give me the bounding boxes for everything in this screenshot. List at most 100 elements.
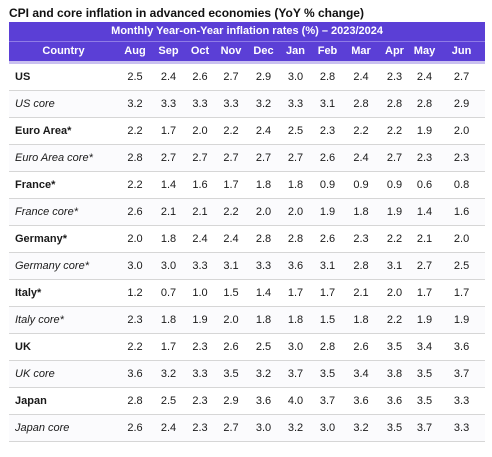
table-cell: 2.2	[118, 333, 152, 361]
table-cell: 2.5	[438, 252, 486, 280]
table-cell: 2.6	[215, 333, 247, 361]
table-cell: 2.1	[152, 198, 185, 226]
table-cell: 3.3	[215, 90, 247, 118]
table-cell: 2.3	[185, 387, 215, 415]
table-cell: 1.7	[152, 333, 185, 361]
table-cell: 1.6	[185, 171, 215, 199]
table-cell: 3.1	[311, 90, 344, 118]
table-cell: 2.6	[311, 144, 344, 172]
table-row: US core 3.2 3.3 3.3 3.3 3.2 3.3 3.1 2.8 2.8 2.8 2.9	[9, 90, 486, 118]
table-cell: 1.8	[344, 306, 378, 334]
table-cell: 3.6	[280, 252, 311, 280]
table-cell: 2.5	[247, 333, 280, 361]
table-row: France* 2.2 1.4 1.6 1.7 1.8 1.8 0.9 0.9 0.9 0.6 0.8	[9, 171, 486, 199]
table-cell: 1.4	[411, 198, 438, 226]
table-cell: 1.8	[152, 306, 185, 334]
table-cell: 2.5	[118, 63, 152, 91]
table-cell: 3.6	[378, 387, 411, 415]
table-cell: 1.8	[247, 171, 280, 199]
table-cell: 3.1	[378, 252, 411, 280]
table-cell: 1.7	[411, 279, 438, 307]
table-cell: 2.3	[378, 63, 411, 91]
table-row: France core* 2.6 2.1 2.1 2.2 2.0 2.0 1.9 1.8 1.9 1…	[9, 198, 486, 226]
table-cell: 2.2	[118, 117, 152, 145]
table-cell: 2.0	[215, 306, 247, 334]
column-header: Aug	[118, 41, 152, 61]
table-cell: 3.3	[438, 414, 486, 442]
row-label: UK core	[9, 360, 118, 388]
table-cell: 3.1	[311, 252, 344, 280]
table-cell: 3.1	[215, 252, 247, 280]
table-cell: 3.2	[118, 90, 152, 118]
table-cell: 2.2	[118, 171, 152, 199]
table-cell: 2.8	[311, 333, 344, 361]
table-cell: 3.0	[280, 63, 311, 91]
table-cell: 0.9	[378, 171, 411, 199]
table-cell: 2.3	[438, 144, 486, 172]
table-cell: 3.2	[152, 360, 185, 388]
table-cell: 2.6	[118, 198, 152, 226]
table-cell: 2.2	[378, 306, 411, 334]
table-cell: 1.9	[438, 306, 486, 334]
table-cell: 2.8	[118, 387, 152, 415]
table-cell: 2.5	[280, 117, 311, 145]
table-cell: 1.6	[438, 198, 486, 226]
table-cell: 2.2	[378, 117, 411, 145]
table-cell: 2.7	[411, 252, 438, 280]
header-divider	[9, 60, 486, 64]
table-cell: 3.3	[438, 387, 486, 415]
table-cell: 2.8	[118, 144, 152, 172]
table-row: Euro Area* 2.2 1.7 2.0 2.2 2.4 2.5 2.3 2.2 2.2 1.9…	[9, 117, 486, 145]
table-cell: 3.6	[247, 387, 280, 415]
table-cell: 3.7	[311, 387, 344, 415]
table-cell: 4.0	[280, 387, 311, 415]
table-cell: 0.9	[311, 171, 344, 199]
table-cell: 1.7	[280, 279, 311, 307]
row-label: Euro Area core*	[9, 144, 118, 172]
table-cell: 2.0	[438, 225, 486, 253]
table-cell: 3.5	[215, 360, 247, 388]
table-cell: 1.4	[152, 171, 185, 199]
table-cell: 2.4	[152, 414, 185, 442]
table-cell: 1.2	[118, 279, 152, 307]
row-label: Japan	[9, 387, 118, 415]
table-cell: 1.8	[280, 171, 311, 199]
table-cell: 2.0	[185, 117, 215, 145]
table-cell: 2.3	[344, 225, 378, 253]
table-cell: 2.9	[438, 90, 486, 118]
table-cell: 2.8	[344, 252, 378, 280]
table-cell: 3.0	[118, 252, 152, 280]
table-cell: 3.7	[438, 360, 486, 388]
table-cell: 1.9	[378, 198, 411, 226]
table-cell: 3.2	[280, 414, 311, 442]
table-cell: 2.1	[411, 225, 438, 253]
row-label: Italy core*	[9, 306, 118, 334]
table-cell: 2.7	[152, 144, 185, 172]
row-label: UK	[9, 333, 118, 361]
table-cell: 1.8	[344, 198, 378, 226]
column-header: Mar	[344, 41, 378, 61]
table-cell: 1.8	[247, 306, 280, 334]
table-cell: 1.9	[411, 117, 438, 145]
table-cell: 2.7	[185, 144, 215, 172]
table-cell: 2.3	[118, 306, 152, 334]
table-cell: 2.4	[185, 225, 215, 253]
table-body: US 2.5 2.4 2.6 2.7 2.9 3.0 2.8 2.4 2.3 2.4 2.7 US co…	[9, 63, 486, 442]
table-row: Japan 2.8 2.5 2.3 2.9 3.6 4.0 3.7 3.6 3.6 3.5 3.3	[9, 387, 486, 415]
table-row: Japan core 2.6 2.4 2.3 2.7 3.0 3.2 3.0 3.2 3.5 3.7…	[9, 414, 486, 442]
table-cell: 1.5	[215, 279, 247, 307]
table-cell: 3.3	[185, 360, 215, 388]
table-cell: 2.7	[438, 63, 486, 91]
table-cell: 2.2	[215, 117, 247, 145]
table-cell: 1.9	[185, 306, 215, 334]
table-cell: 2.4	[152, 63, 185, 91]
table-cell: 2.6	[118, 414, 152, 442]
table-cell: 2.7	[215, 144, 247, 172]
table-cell: 1.7	[215, 171, 247, 199]
inflation-table: Monthly Year-on-Year inflation rates (%)…	[9, 22, 486, 442]
row-label: Euro Area*	[9, 117, 118, 145]
row-label: Italy*	[9, 279, 118, 307]
table-cell: 1.4	[247, 279, 280, 307]
table-cell: 3.2	[247, 360, 280, 388]
table-cell: 2.4	[344, 144, 378, 172]
